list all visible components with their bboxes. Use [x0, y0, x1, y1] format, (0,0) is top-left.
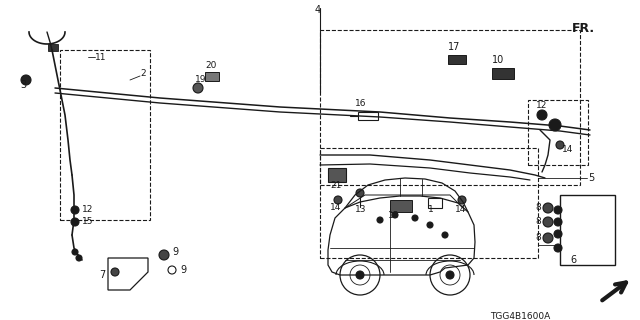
Circle shape	[412, 215, 418, 221]
Circle shape	[554, 230, 562, 238]
Circle shape	[458, 196, 466, 204]
Circle shape	[543, 203, 553, 213]
Bar	[205, 72, 219, 81]
Circle shape	[76, 255, 82, 261]
Circle shape	[193, 83, 203, 93]
Text: 10: 10	[492, 55, 504, 65]
Text: 20: 20	[205, 60, 216, 69]
Circle shape	[334, 196, 342, 204]
Circle shape	[446, 271, 454, 279]
Bar	[492, 68, 514, 79]
Circle shape	[71, 218, 79, 226]
Text: 12: 12	[536, 100, 547, 109]
Text: 16: 16	[355, 100, 367, 108]
Circle shape	[427, 222, 433, 228]
Text: 8: 8	[535, 218, 541, 227]
Text: 11: 11	[95, 53, 106, 62]
Circle shape	[549, 119, 561, 131]
Text: 2: 2	[140, 68, 146, 77]
Bar	[320, 30, 580, 185]
Text: 18: 18	[388, 211, 399, 220]
Circle shape	[537, 110, 547, 120]
Text: 9: 9	[172, 247, 178, 257]
Text: 14: 14	[562, 146, 573, 155]
Bar	[428, 198, 442, 208]
Circle shape	[111, 268, 119, 276]
Circle shape	[543, 217, 553, 227]
Circle shape	[377, 217, 383, 223]
Text: FR.: FR.	[572, 21, 595, 35]
Text: 8: 8	[535, 234, 541, 243]
Circle shape	[21, 75, 31, 85]
Text: 14: 14	[330, 204, 341, 212]
Text: 21: 21	[330, 180, 341, 189]
Bar	[48, 44, 58, 51]
Text: 14: 14	[455, 205, 467, 214]
Bar	[60, 50, 150, 220]
Circle shape	[554, 244, 562, 252]
Circle shape	[543, 233, 553, 243]
Text: 6: 6	[570, 255, 576, 265]
Bar	[448, 55, 466, 64]
Bar	[560, 195, 615, 265]
Text: 19: 19	[195, 76, 207, 84]
Text: 4: 4	[315, 5, 321, 15]
Circle shape	[392, 212, 398, 218]
Text: 15: 15	[82, 218, 93, 227]
Circle shape	[554, 206, 562, 214]
Text: 12: 12	[82, 205, 93, 214]
Bar	[320, 148, 538, 258]
Bar	[528, 100, 588, 165]
Text: 7: 7	[99, 270, 105, 280]
Bar	[358, 112, 378, 120]
Text: 9: 9	[180, 265, 186, 275]
Circle shape	[159, 250, 169, 260]
Circle shape	[556, 141, 564, 149]
Bar	[390, 200, 412, 212]
Circle shape	[442, 232, 448, 238]
Circle shape	[72, 249, 78, 255]
Text: 8: 8	[535, 204, 541, 212]
Text: 13: 13	[355, 205, 367, 214]
Circle shape	[554, 218, 562, 226]
Text: TGG4B1600A: TGG4B1600A	[490, 312, 550, 320]
Text: 5: 5	[588, 173, 595, 183]
Text: 17: 17	[448, 42, 460, 52]
Circle shape	[356, 189, 364, 197]
Circle shape	[356, 271, 364, 279]
Text: 3: 3	[20, 80, 26, 90]
Circle shape	[71, 206, 79, 214]
Bar	[328, 168, 346, 182]
Text: 1: 1	[428, 205, 434, 214]
